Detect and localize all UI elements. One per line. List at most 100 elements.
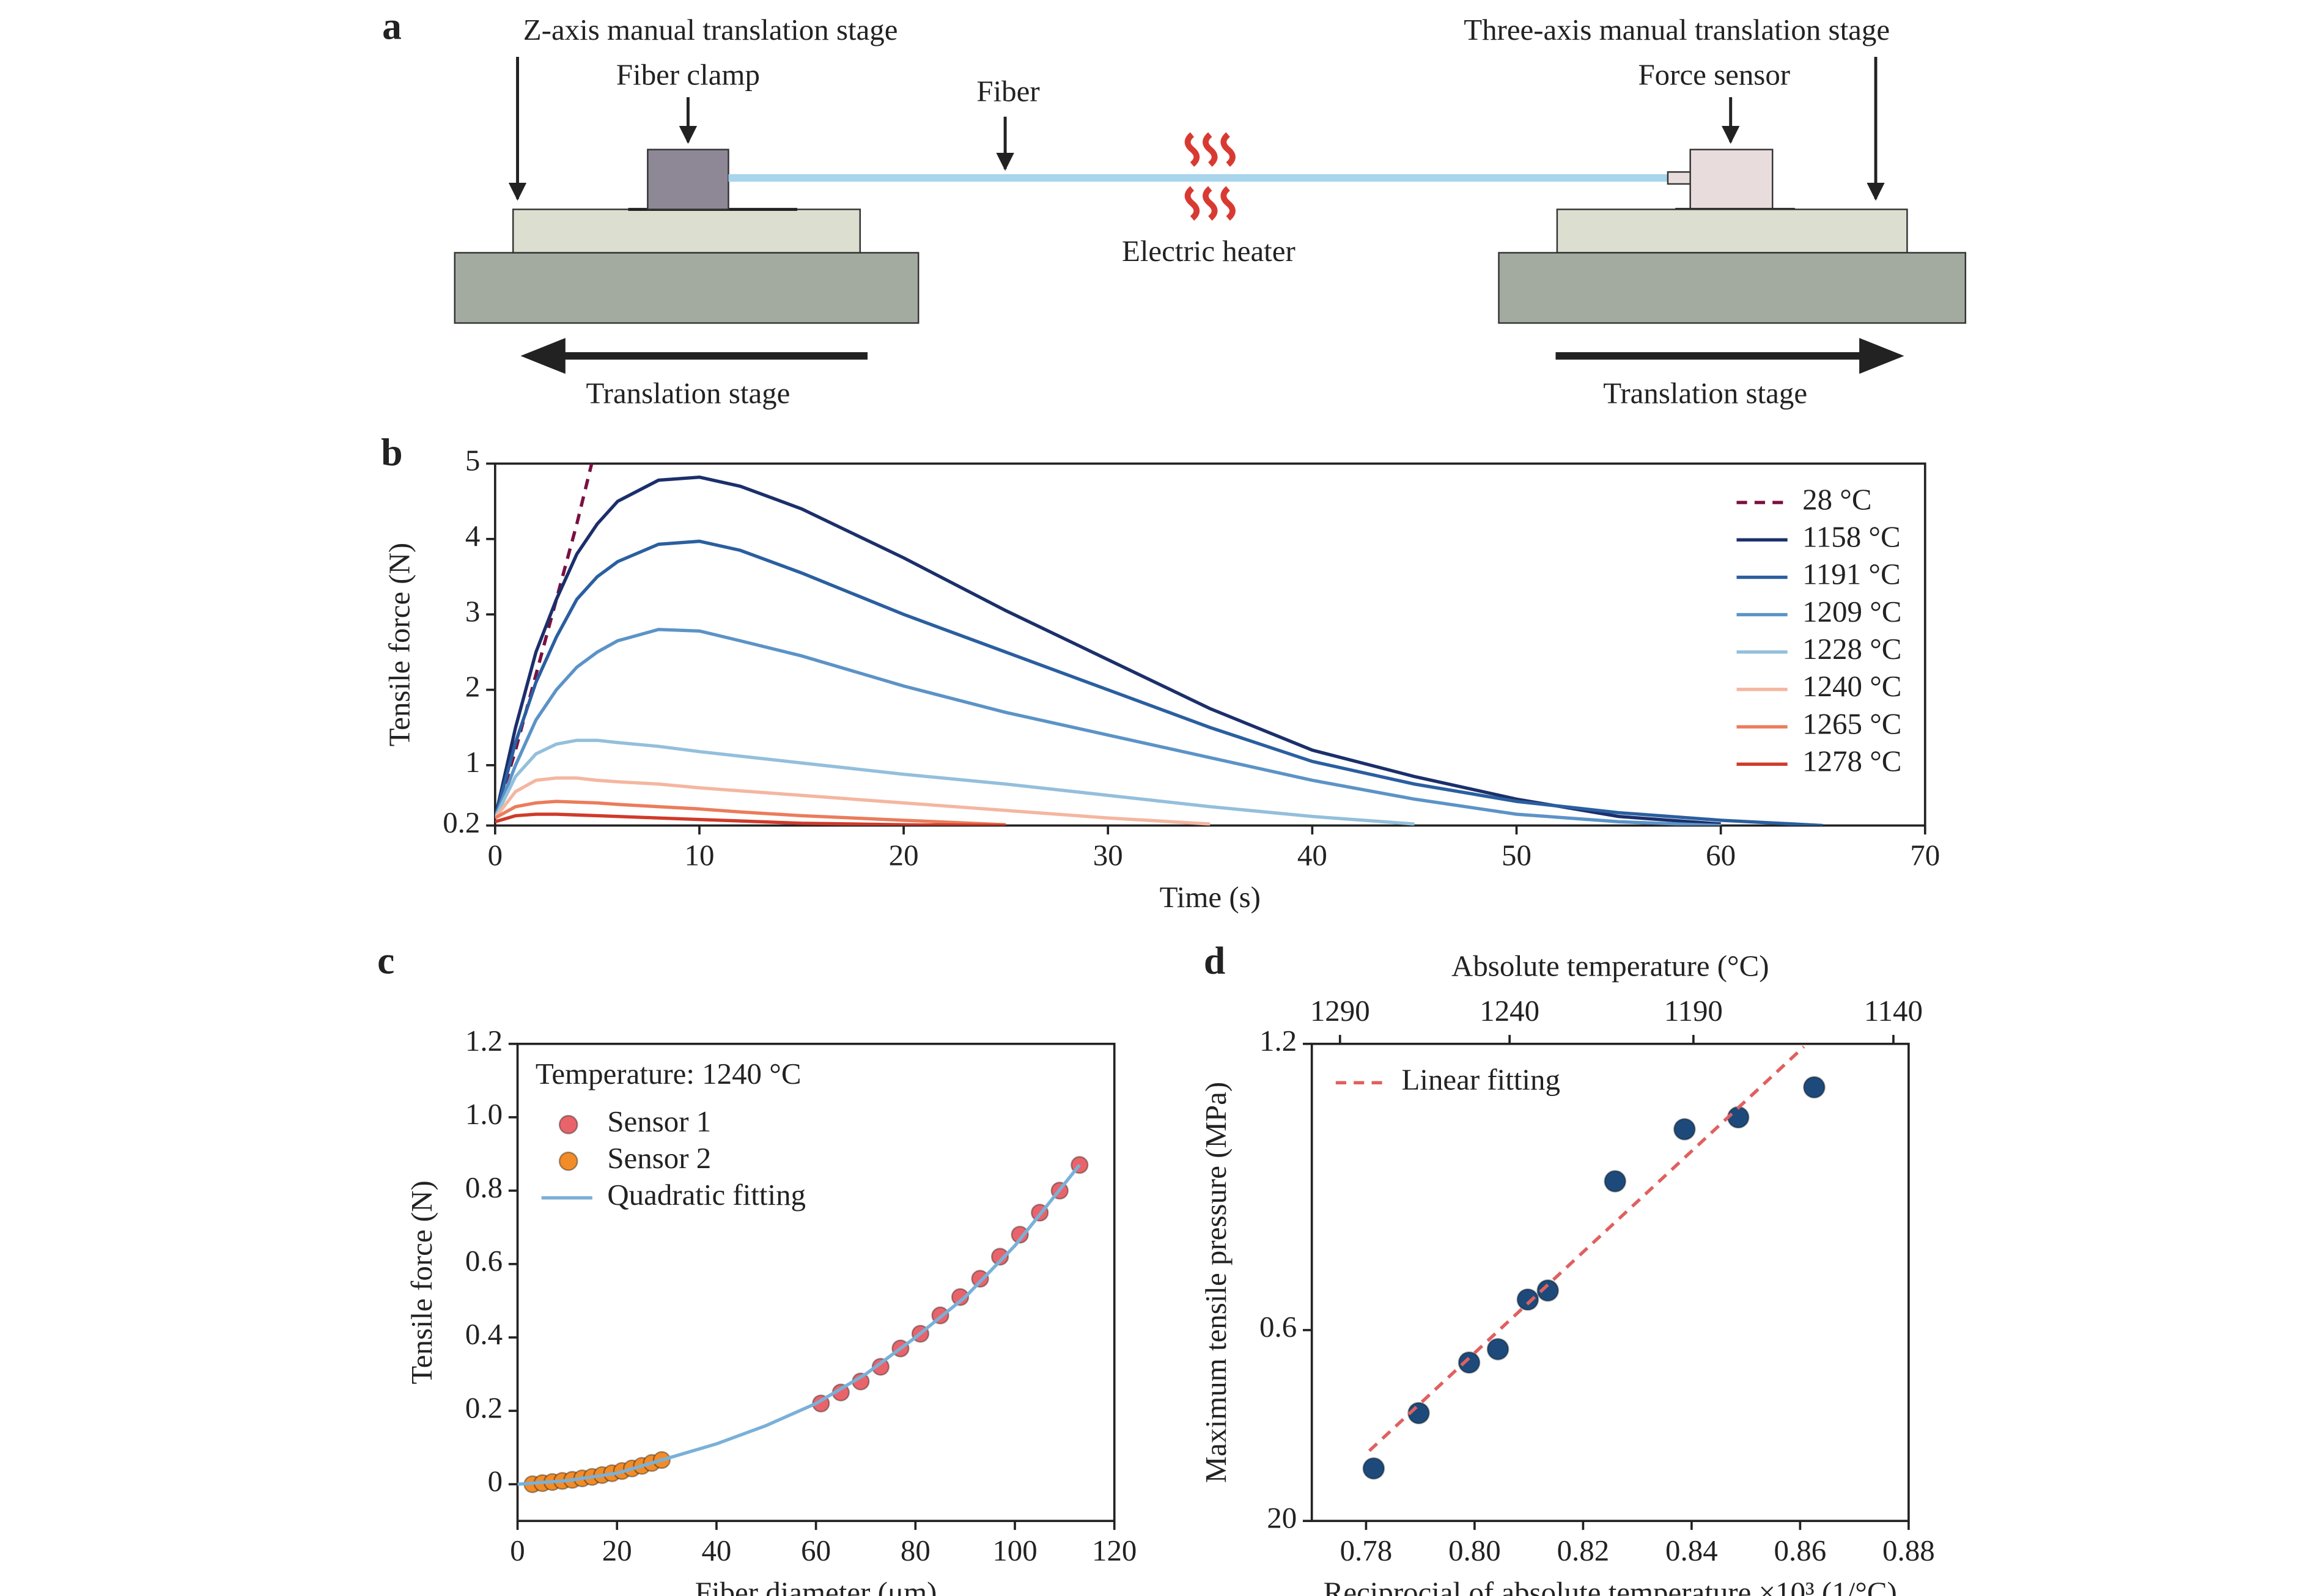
y-tick-label: 0.4 bbox=[465, 1317, 503, 1351]
label: Translation stage bbox=[586, 377, 791, 410]
series-line bbox=[495, 475, 1721, 826]
point bbox=[1803, 1076, 1826, 1099]
point bbox=[1673, 1118, 1696, 1141]
x2-tick-label: 1140 bbox=[1864, 994, 1923, 1028]
point bbox=[1458, 1351, 1481, 1374]
force-sensor bbox=[1689, 149, 1774, 210]
point bbox=[1727, 1106, 1750, 1129]
series-line bbox=[495, 738, 1415, 826]
legend-label: 1158 °C bbox=[1802, 520, 1900, 553]
series-line bbox=[517, 1164, 1081, 1486]
label: Fiber bbox=[976, 74, 1039, 108]
series-line bbox=[495, 628, 1721, 826]
heater bbox=[1184, 132, 1236, 221]
x-tick-label: 10 bbox=[685, 839, 715, 872]
legend-label: Sensor 1 bbox=[607, 1105, 711, 1138]
legend-title: Temperature: 1240 °C bbox=[536, 1057, 802, 1090]
x-tick-label: 0 bbox=[488, 839, 503, 872]
legend-label: 1209 °C bbox=[1802, 595, 1901, 628]
left-plate bbox=[512, 208, 861, 254]
left-base bbox=[454, 252, 920, 324]
point bbox=[1516, 1288, 1539, 1311]
point bbox=[1362, 1457, 1385, 1480]
x-tick-label: 0.86 bbox=[1774, 1534, 1827, 1567]
series-line bbox=[495, 539, 1823, 826]
point bbox=[1011, 1226, 1029, 1244]
label: Fiber clamp bbox=[616, 57, 760, 91]
x2-tick-label: 1240 bbox=[1480, 994, 1539, 1028]
point bbox=[1486, 1337, 1509, 1361]
y-tick-label: 3 bbox=[465, 594, 480, 628]
y-tick-label: 1.2 bbox=[465, 1024, 503, 1057]
y-tick-label: 0.6 bbox=[1259, 1310, 1297, 1344]
plot-frame bbox=[1310, 1042, 1910, 1523]
arrows bbox=[508, 56, 1885, 201]
y-tick-label: 20 bbox=[1267, 1501, 1297, 1534]
legend-label: 1228 °C bbox=[1802, 632, 1901, 666]
label: Three-axis manual translation stage bbox=[1464, 13, 1890, 46]
x-tick-label: 0.82 bbox=[1557, 1534, 1610, 1567]
x-tick-label: 40 bbox=[701, 1534, 731, 1567]
label: Translation stage bbox=[1603, 377, 1807, 410]
x-tick-label: 60 bbox=[801, 1534, 831, 1567]
label: Force sensor bbox=[1638, 57, 1790, 91]
legend-label: 1278 °C bbox=[1802, 744, 1901, 778]
x-tick-label: 70 bbox=[1910, 839, 1940, 872]
stage-arrows bbox=[520, 337, 1904, 374]
y-tick-label: 1.2 bbox=[1259, 1024, 1297, 1057]
point bbox=[871, 1358, 890, 1376]
legend-label: Sensor 2 bbox=[607, 1141, 711, 1175]
x-tick-label: 20 bbox=[602, 1534, 632, 1567]
x-tick-label: 0 bbox=[510, 1534, 525, 1567]
legend-marker bbox=[558, 1151, 578, 1171]
right-plate bbox=[1556, 208, 1908, 254]
diagram: a Z-axis manual translation stage Fiber … bbox=[382, 4, 1967, 410]
x-tick-label: 0.80 bbox=[1448, 1534, 1501, 1567]
legend-label: 1191 °C bbox=[1802, 557, 1900, 591]
x-tick-label: 60 bbox=[1706, 839, 1736, 872]
x2-tick-label: 1290 bbox=[1310, 994, 1370, 1028]
legend-marker bbox=[558, 1114, 578, 1134]
legend-label: Quadratic fitting bbox=[607, 1178, 806, 1212]
series-line bbox=[1368, 1045, 1805, 1452]
x-tick-label: 20 bbox=[889, 839, 919, 872]
legend-label: Linear fitting bbox=[1401, 1063, 1560, 1097]
label: Z-axis manual translation stage bbox=[523, 13, 898, 46]
point bbox=[1536, 1279, 1560, 1302]
x2-axis-title: Absolute temperature (°C) bbox=[1451, 949, 1769, 983]
label: Electric heater bbox=[1122, 234, 1296, 268]
point bbox=[971, 1270, 989, 1288]
y-axis-title: Tensile force (N) bbox=[405, 1180, 438, 1384]
x-axis-title: Time (s) bbox=[1160, 880, 1261, 914]
panel-label: b bbox=[381, 430, 402, 474]
y-tick-label: 0.6 bbox=[465, 1244, 503, 1278]
y-tick-label: 0 bbox=[488, 1464, 503, 1498]
x-tick-label: 40 bbox=[1297, 839, 1327, 872]
y-axis-title: Maximum tensile pressure (MPa) bbox=[1199, 1082, 1233, 1483]
x-tick-label: 0.88 bbox=[1882, 1534, 1935, 1567]
x-tick-label: 100 bbox=[992, 1534, 1037, 1567]
y-tick-label: 0.2 bbox=[443, 806, 480, 839]
x-tick-label: 120 bbox=[1092, 1534, 1137, 1567]
panel-label: d bbox=[1204, 939, 1225, 982]
x2-tick-label: 1190 bbox=[1664, 994, 1723, 1028]
y-tick-label: 1 bbox=[465, 745, 480, 779]
plot-area bbox=[495, 463, 1823, 826]
legend-label: 1240 °C bbox=[1802, 669, 1901, 703]
plot-frame bbox=[493, 462, 1926, 827]
x-tick-label: 30 bbox=[1093, 839, 1123, 872]
legend-label: 1265 °C bbox=[1802, 707, 1901, 740]
fiber-clamp bbox=[647, 149, 729, 210]
x-axis-title: Fiber diameter (μm) bbox=[695, 1576, 937, 1596]
x-axis-title: Reciprocial of absolute temperature ×10³… bbox=[1324, 1576, 1897, 1596]
y-tick-label: 4 bbox=[465, 519, 480, 553]
right-base bbox=[1498, 252, 1967, 324]
plot-area bbox=[1362, 1045, 1826, 1480]
sensor-nub bbox=[1667, 171, 1693, 185]
legend-label: 28 °C bbox=[1802, 482, 1871, 516]
series-line bbox=[495, 800, 1006, 826]
point bbox=[1604, 1170, 1627, 1193]
y-tick-label: 0.8 bbox=[465, 1171, 503, 1204]
